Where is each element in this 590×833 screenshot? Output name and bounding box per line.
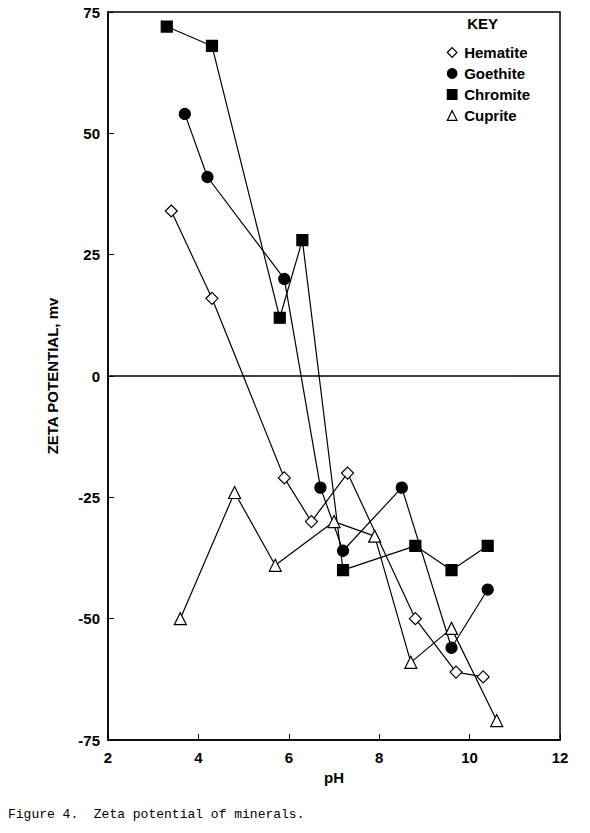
svg-text:Cuprite: Cuprite (464, 107, 517, 124)
svg-text:25: 25 (83, 246, 100, 263)
svg-text:6: 6 (285, 749, 293, 766)
svg-text:KEY: KEY (467, 15, 498, 32)
svg-text:8: 8 (375, 749, 383, 766)
svg-text:50: 50 (83, 125, 100, 142)
svg-text:4: 4 (194, 749, 203, 766)
svg-text:ZETA POTENTIAL, mv: ZETA POTENTIAL, mv (44, 297, 61, 454)
svg-text:Chromite: Chromite (464, 86, 530, 103)
svg-text:Hematite: Hematite (464, 44, 527, 61)
svg-text:10: 10 (461, 749, 478, 766)
svg-text:2: 2 (104, 749, 112, 766)
svg-text:0: 0 (92, 368, 100, 385)
svg-text:-25: -25 (78, 489, 100, 506)
svg-text:-50: -50 (78, 610, 100, 627)
svg-text:12: 12 (552, 749, 569, 766)
svg-text:Figure 4. Zeta potential of m: Figure 4. Zeta potential of minerals. (8, 807, 304, 822)
svg-text:pH: pH (324, 769, 344, 786)
svg-text:-75: -75 (78, 732, 100, 749)
svg-text:75: 75 (83, 4, 100, 21)
svg-text:Goethite: Goethite (464, 65, 525, 82)
